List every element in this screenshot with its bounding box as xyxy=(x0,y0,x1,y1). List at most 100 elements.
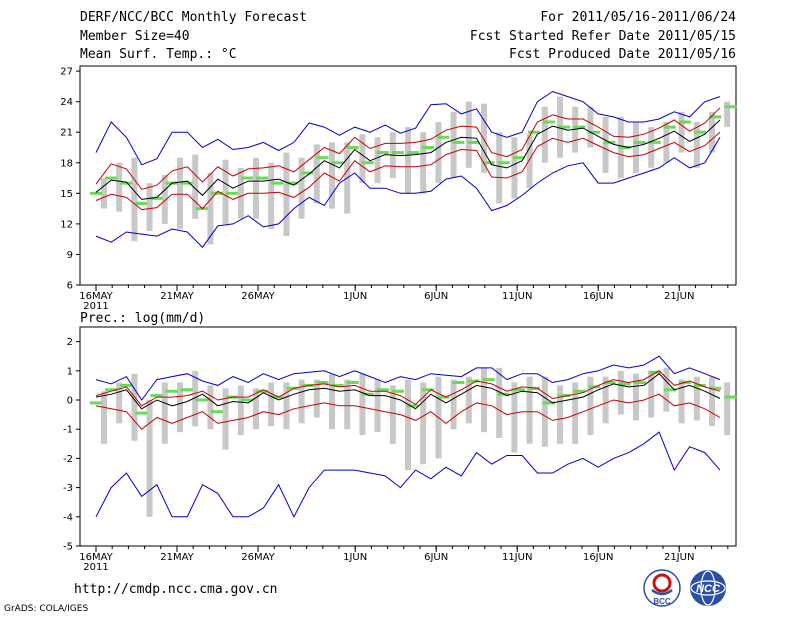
fcst-started-date: Fcst Started Refer Date 2011/05/15 xyxy=(469,29,736,44)
temp-spread-bar xyxy=(541,106,548,163)
prec-member-dash xyxy=(241,398,253,402)
temp-member-dash xyxy=(618,145,631,149)
temp-member-dash xyxy=(376,151,389,155)
prec-member-dash xyxy=(256,389,269,393)
temp-member-dash xyxy=(90,191,102,195)
prec-spread-bar xyxy=(678,379,685,424)
temp-spread-bar xyxy=(633,122,639,173)
prec-member-dash xyxy=(105,388,118,392)
temp-member-dash xyxy=(452,140,465,144)
prec-spread-bar xyxy=(374,379,381,433)
temp-spread-bar xyxy=(298,157,305,219)
temp-member-dash xyxy=(724,105,737,109)
temp-spread-bar xyxy=(405,127,411,194)
temp-member-dash xyxy=(407,151,420,155)
prec-member-dash xyxy=(663,388,676,392)
temp-member-dash xyxy=(678,120,691,124)
prec-spread-bar xyxy=(724,382,731,436)
temp-spread-bar xyxy=(724,101,731,128)
temp-spread-bar xyxy=(648,127,655,168)
temp-member-dash xyxy=(467,140,480,144)
temp-member-dash xyxy=(135,202,148,206)
prec-member-dash xyxy=(376,388,389,392)
prec-spread-bar xyxy=(633,373,639,421)
temp-member-dash xyxy=(392,151,404,155)
prec-panel-title: Prec.: log(mm/d) xyxy=(80,311,205,326)
prec-member-dash xyxy=(633,380,646,384)
temp-member-dash xyxy=(663,125,676,129)
temp-member-dash xyxy=(150,196,163,200)
prec-member-dash xyxy=(724,395,737,399)
temp-spread-bar xyxy=(663,122,670,163)
fcst-produced-date: Fcst Produced Date 2011/05/16 xyxy=(509,47,736,62)
prec-member-dash xyxy=(210,410,223,414)
temp-spread-bar xyxy=(237,167,244,219)
temp-spread-bar xyxy=(511,137,518,199)
prec-member-dash xyxy=(512,388,525,392)
prec-spread-bar xyxy=(207,385,214,430)
temp-spread-bar xyxy=(496,132,503,204)
grads-credit: GrADS: COLA/IGES xyxy=(4,604,89,614)
prec-spread-bar xyxy=(526,376,533,444)
temp-ensemble-mean-line xyxy=(95,119,721,200)
temp-spread-bar xyxy=(587,106,594,148)
temp-y-tick-label: 18 xyxy=(60,158,73,169)
prec-spread-bar xyxy=(617,370,624,415)
prec-spread-bar xyxy=(709,376,715,427)
prec-spread-bar xyxy=(450,379,457,430)
prec-spread-bar xyxy=(116,382,123,424)
prec-spread-bar xyxy=(344,379,351,430)
prec-member-dash xyxy=(316,380,329,384)
temp-spread-bar xyxy=(709,111,715,153)
prec-member-dash xyxy=(452,380,465,384)
source-url[interactable]: http://cmdp.ncc.cma.gov.cn xyxy=(74,582,278,597)
temp-spread-bar xyxy=(526,134,533,189)
ncc-logo-text: NCC xyxy=(696,583,721,595)
temp-spread-bar xyxy=(435,122,442,184)
temp-member-dash xyxy=(497,161,510,165)
prec-member-dash xyxy=(195,398,208,402)
temp-spread-bar xyxy=(268,162,275,229)
prec-y-tick-label: -5 xyxy=(63,542,73,553)
prec-ensemble-mean-line xyxy=(95,373,721,410)
prec-member-dash xyxy=(180,388,193,392)
temp-spread-bar xyxy=(283,152,290,237)
prec-spread-bar xyxy=(602,376,609,424)
prec-spread-bar xyxy=(283,382,290,430)
prec-y-tick-label: -4 xyxy=(63,512,73,523)
prec-x-tick-label: 16JUN xyxy=(583,552,613,563)
prec-member-dash xyxy=(573,389,586,393)
prec-y-tick-label: 1 xyxy=(67,366,73,377)
prec-y-tick-label: -1 xyxy=(63,425,73,436)
prec-lower-std-line xyxy=(95,393,721,430)
temp-y-tick-label: 9 xyxy=(67,250,73,261)
prec-member-dash xyxy=(150,394,163,398)
temp-member-dash xyxy=(633,140,646,144)
prec-spread-bar xyxy=(557,385,563,444)
temp-member-dash xyxy=(573,125,586,129)
prec-member-dash xyxy=(271,395,284,399)
prec-plot-frame xyxy=(79,326,737,547)
temp-spread-bar xyxy=(693,122,700,168)
temp-x-tick-label: 16MAY xyxy=(79,291,113,302)
temp-member-dash xyxy=(195,207,208,211)
prec-spread-bar xyxy=(693,376,700,421)
temp-spread-bar xyxy=(313,144,320,204)
prec-spread-bar xyxy=(268,382,275,427)
temp-member-dash xyxy=(588,130,601,134)
prec-x-tick-label: 21MAY xyxy=(160,552,194,563)
prec-spread-bar xyxy=(648,370,655,418)
prec-spread-bar xyxy=(572,382,579,444)
temp-member-dash xyxy=(241,176,253,180)
prec-spread-bar xyxy=(329,373,335,430)
temp-member-dash xyxy=(331,161,344,165)
variable-label: Mean Surf. Temp.: °C xyxy=(80,47,237,62)
temp-x-tick-label: 6JUN xyxy=(424,291,448,302)
temp-spread-bar xyxy=(222,159,229,224)
temp-y-tick-label: 27 xyxy=(60,67,73,78)
prec-min-envelope-line xyxy=(95,431,721,518)
temp-spread-bar xyxy=(359,134,366,184)
temp-member-dash xyxy=(527,130,540,134)
temp-member-dash xyxy=(120,181,133,185)
temp-plot-frame xyxy=(79,65,737,286)
